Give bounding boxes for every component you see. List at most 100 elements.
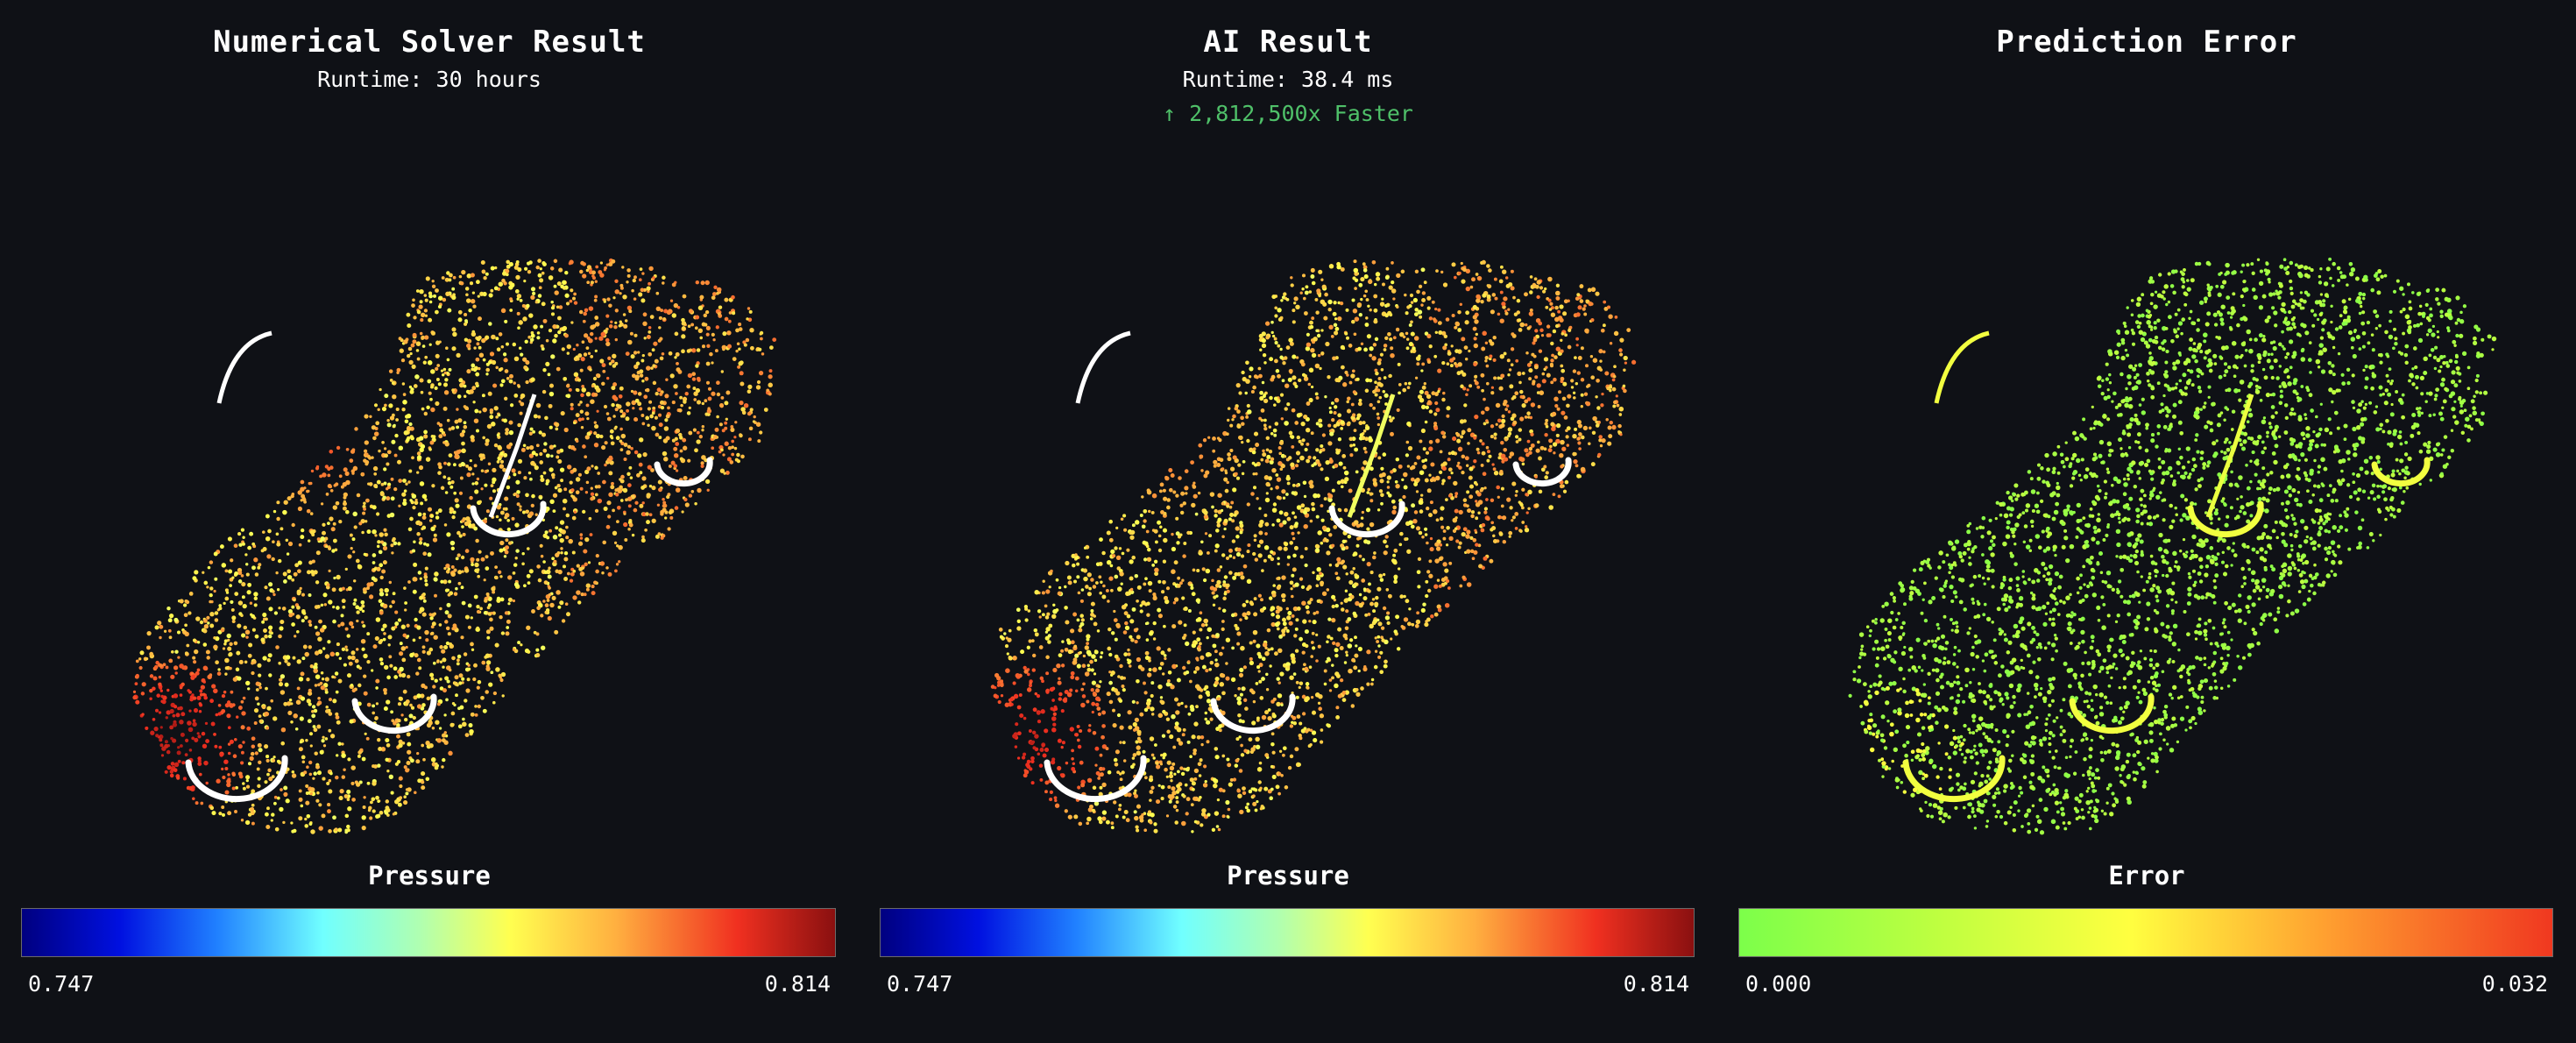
point xyxy=(1093,801,1100,806)
point xyxy=(1410,331,1415,337)
point xyxy=(1171,532,1174,536)
point xyxy=(1169,765,1175,771)
point xyxy=(272,592,276,597)
point xyxy=(1254,557,1259,562)
point xyxy=(1127,648,1130,652)
point xyxy=(369,594,374,600)
point xyxy=(1039,676,1044,681)
point xyxy=(1441,435,1447,439)
point xyxy=(1373,308,1378,313)
point xyxy=(1028,729,1032,733)
point xyxy=(384,394,389,399)
point xyxy=(1115,526,1119,530)
point xyxy=(1436,604,1441,609)
point xyxy=(439,686,444,691)
point xyxy=(1198,694,1203,699)
point xyxy=(647,465,652,470)
point xyxy=(768,392,772,396)
point xyxy=(539,496,542,500)
point xyxy=(1354,653,1359,658)
point xyxy=(308,772,313,777)
point xyxy=(542,600,546,603)
point xyxy=(295,614,301,620)
point xyxy=(731,294,735,300)
point xyxy=(1289,675,1294,680)
point xyxy=(324,677,329,682)
point xyxy=(407,674,411,679)
point xyxy=(1149,736,1155,741)
point xyxy=(1562,489,1568,493)
point xyxy=(351,537,356,542)
point xyxy=(592,376,598,381)
point xyxy=(671,282,676,287)
point xyxy=(245,572,250,577)
point xyxy=(626,273,631,278)
point xyxy=(325,709,329,713)
point xyxy=(1211,634,1215,638)
point xyxy=(590,496,594,501)
point xyxy=(251,614,256,619)
point xyxy=(1420,267,1426,273)
point xyxy=(322,647,326,650)
point xyxy=(442,657,447,663)
point xyxy=(605,263,609,266)
point xyxy=(335,712,339,717)
point xyxy=(266,772,270,777)
wheel-arch-mark xyxy=(470,500,547,538)
point xyxy=(456,553,461,557)
point xyxy=(418,541,423,545)
point xyxy=(1213,464,1217,468)
point xyxy=(559,467,565,472)
point xyxy=(496,460,500,464)
point xyxy=(409,652,414,658)
point xyxy=(1214,514,1218,518)
point xyxy=(1118,547,1122,550)
point xyxy=(327,809,331,814)
point xyxy=(657,413,662,417)
point xyxy=(500,345,505,349)
point xyxy=(499,383,504,387)
point xyxy=(414,374,420,380)
point xyxy=(536,606,541,611)
point xyxy=(1277,461,1283,466)
point xyxy=(1427,588,1432,593)
point xyxy=(553,444,556,448)
point xyxy=(481,660,486,665)
point xyxy=(492,467,497,473)
point xyxy=(586,265,592,270)
point xyxy=(1483,507,1489,511)
point xyxy=(1345,609,1349,614)
point xyxy=(1489,357,1492,361)
point xyxy=(266,806,270,811)
point xyxy=(505,550,508,553)
point xyxy=(462,532,466,536)
point xyxy=(180,682,185,686)
point xyxy=(447,308,452,313)
point xyxy=(1529,429,1534,434)
point xyxy=(419,536,423,542)
point xyxy=(1282,746,1287,751)
point xyxy=(560,479,564,483)
point xyxy=(445,641,450,646)
point xyxy=(1086,555,1090,559)
point xyxy=(1290,587,1293,591)
point xyxy=(332,815,336,820)
point xyxy=(389,605,393,608)
point xyxy=(341,753,346,758)
point xyxy=(315,550,321,556)
point xyxy=(619,283,624,287)
point xyxy=(528,313,534,318)
point xyxy=(548,391,555,397)
point xyxy=(566,612,570,617)
point xyxy=(590,324,595,330)
point xyxy=(450,426,456,430)
point xyxy=(486,423,492,429)
point xyxy=(1291,444,1295,449)
point xyxy=(491,334,496,340)
point xyxy=(242,741,245,744)
point xyxy=(641,353,645,358)
point xyxy=(298,677,304,682)
point xyxy=(533,630,537,635)
point xyxy=(1165,814,1170,818)
point xyxy=(394,610,399,614)
